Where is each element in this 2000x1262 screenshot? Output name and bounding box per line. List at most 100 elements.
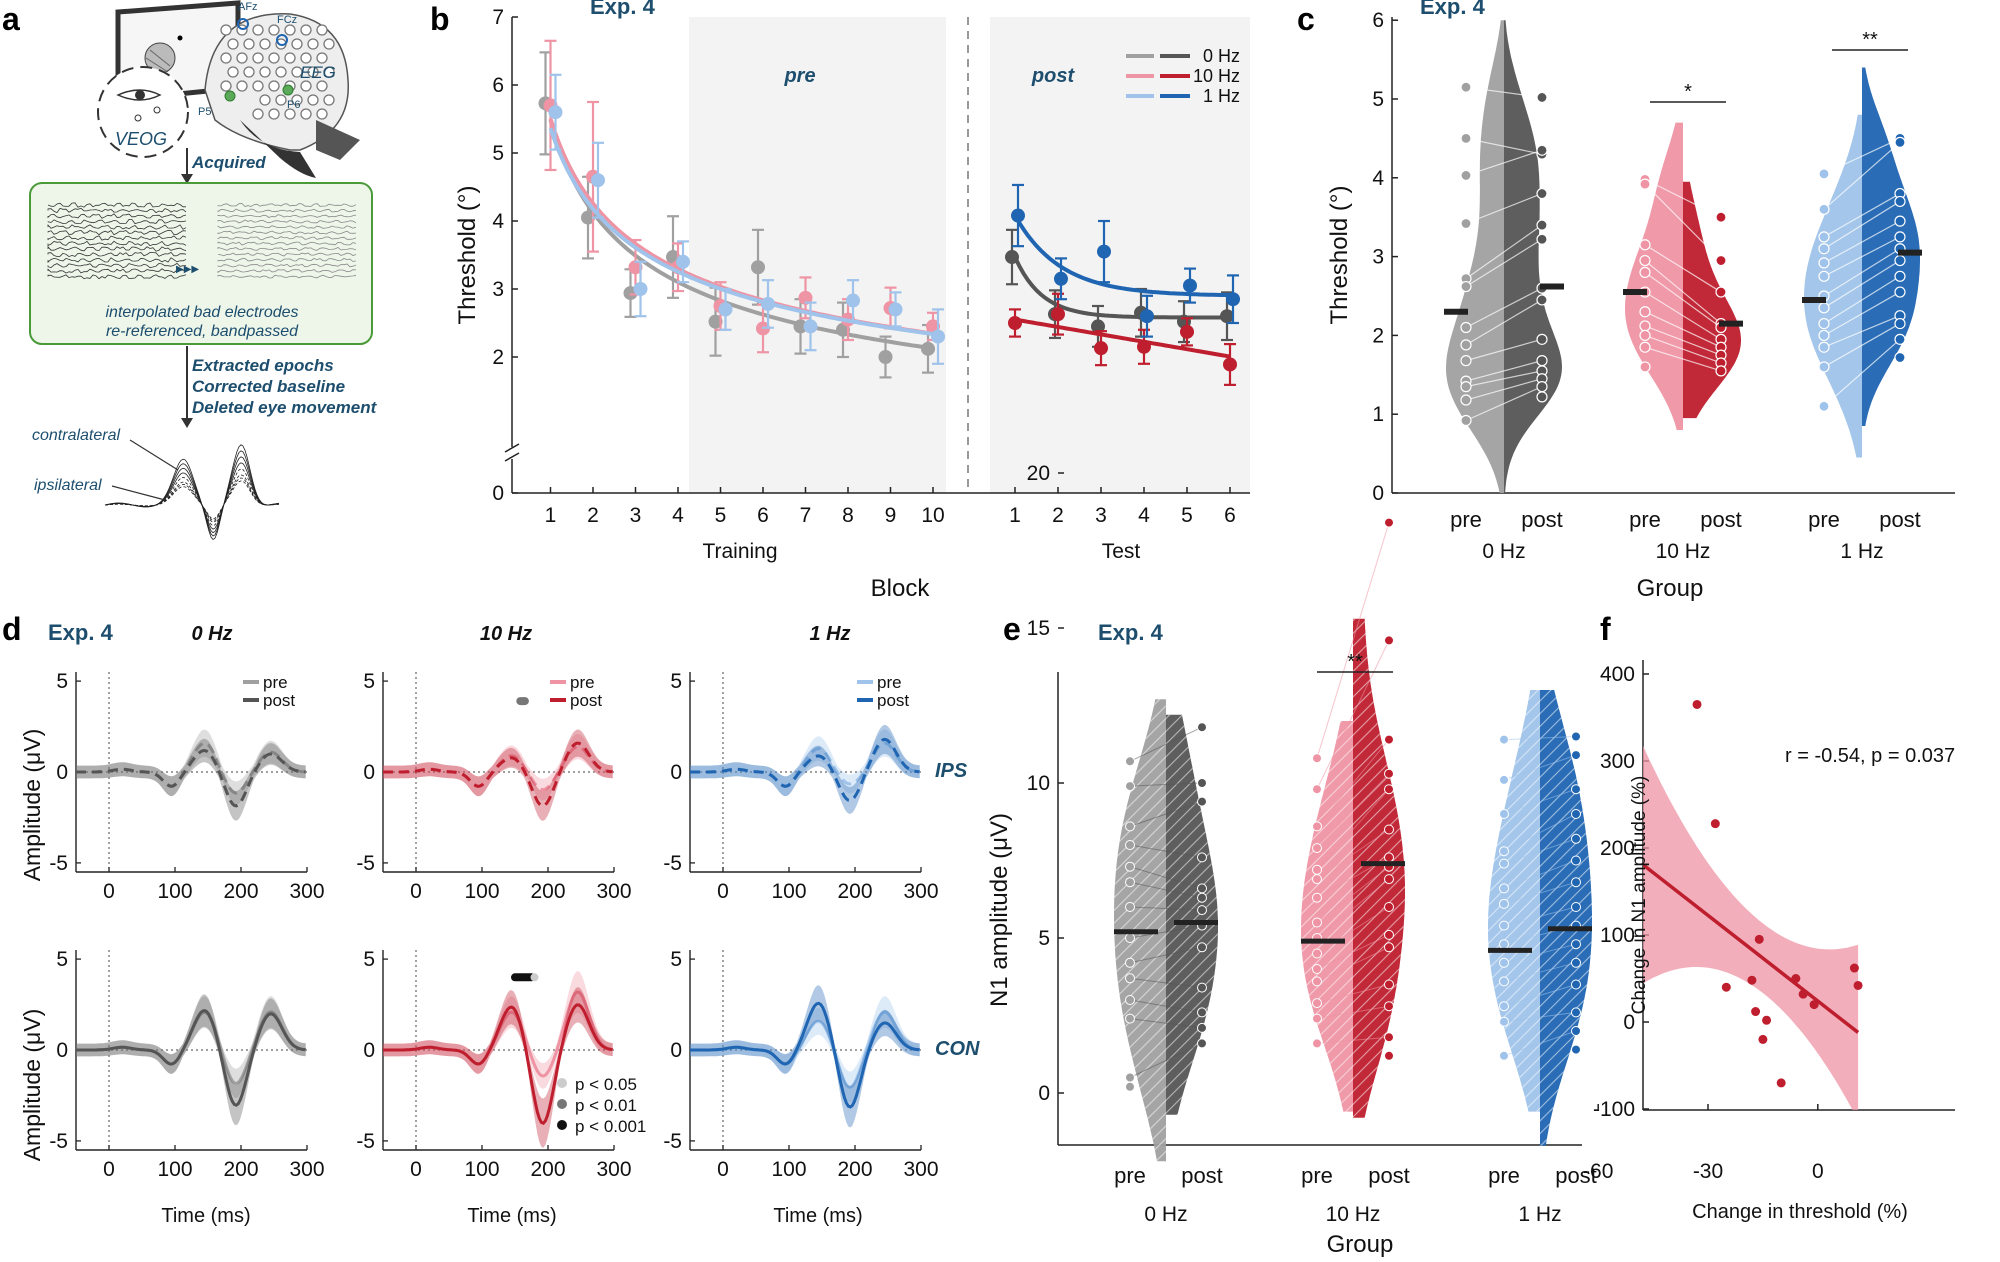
d-xtick-label: 300 — [903, 1158, 938, 1181]
electrode-label-afz: AFz — [238, 1, 258, 13]
e-pair-line — [1316, 906, 1390, 954]
electrode — [323, 66, 335, 78]
e-xlabels: pre post 0 Hz pre post 10 Hz pre post 1 Hz — [1114, 1163, 1597, 1226]
c-pair-line — [1465, 338, 1543, 362]
f-ticks: -100 0 100 200 300 400 -60 -30 0 — [1583, 663, 1824, 1183]
e-pair-line — [1503, 813, 1577, 852]
c-violin-post — [1504, 20, 1562, 493]
d-ytick-label: -5 — [356, 852, 375, 875]
e-point-pre — [1499, 846, 1509, 857]
c-point-pre — [1818, 302, 1830, 314]
electrode — [220, 24, 232, 36]
erp-wave — [104, 462, 280, 530]
c-pair-line — [1823, 220, 1901, 264]
e-point-post — [1571, 855, 1581, 866]
electrode — [268, 108, 280, 120]
e-point-pre — [1312, 821, 1322, 832]
c-pair-line — [1465, 360, 1543, 382]
d-xtick-label: 200 — [837, 880, 872, 903]
b-point-training — [878, 350, 893, 364]
e-point-pre — [1312, 843, 1322, 854]
c-point-pre — [1818, 361, 1830, 373]
d-xtick-label: 0 — [717, 880, 729, 903]
f-xlabel: Change in threshold (%) — [1692, 1201, 1908, 1223]
e-yticks: 0 5 10 15 20 — [1027, 462, 1064, 1105]
arrowheads-icon: ▶▶▶ — [176, 264, 199, 275]
b-xtick-label: 1 — [545, 504, 557, 527]
e-pair-line — [1129, 726, 1203, 762]
c-pair-line — [1644, 183, 1722, 261]
e-pair-line — [1503, 736, 1577, 741]
e-pair-line — [1503, 860, 1577, 889]
b-xlabel: Block — [871, 575, 931, 602]
e-point-post — [1384, 874, 1394, 885]
c-pair-line — [1644, 178, 1722, 218]
electrode-grid — [220, 18, 335, 120]
panel-b-letter: b — [430, 1, 450, 37]
c-pair-line — [1823, 248, 1901, 297]
d-sig-marker-end — [530, 973, 539, 982]
e-group-label: 10 Hz — [1326, 1203, 1381, 1226]
electrode — [284, 52, 296, 64]
c-point-pre — [1818, 341, 1830, 353]
e-point-pre — [1125, 995, 1135, 1005]
preprocessing-box — [29, 182, 373, 345]
e-point-pre — [1499, 898, 1509, 909]
e-pair-line — [1503, 984, 1577, 1007]
b-point-test — [1180, 324, 1194, 339]
e-pair-line — [1503, 881, 1577, 905]
f-xtick-label: -60 — [1583, 1160, 1613, 1183]
d-col-title-0hz: 0 Hz — [191, 623, 232, 645]
electrode-fcz — [276, 34, 288, 46]
c-point-post — [1536, 355, 1548, 367]
c-pair-line — [1644, 346, 1722, 372]
panel-e-letter: e — [1003, 611, 1021, 647]
electrode — [220, 52, 232, 64]
e-pair-line — [1129, 925, 1203, 939]
electrode — [275, 94, 287, 106]
c-point-pre — [1818, 203, 1830, 215]
c-pair-line — [1644, 291, 1722, 340]
c-pair-line — [1465, 370, 1543, 388]
d-ytick-label: 5 — [363, 670, 375, 693]
b-point-training — [591, 173, 605, 188]
c-point-post — [1536, 187, 1548, 200]
d-row-ips: IPS — [935, 760, 968, 782]
box-line-2: re-referenced, bandpassed — [106, 323, 299, 340]
e-point-post — [1384, 734, 1394, 745]
e-point-post — [1571, 939, 1581, 950]
eeg-trace-clean — [217, 241, 357, 246]
c-ytick-label: 3 — [1372, 246, 1384, 269]
e-cond-post: post — [1368, 1163, 1410, 1188]
f-ytick-label: 200 — [1600, 837, 1635, 860]
b-ytick-label: 6 — [492, 74, 504, 97]
electrode — [236, 80, 248, 92]
b-point-training — [761, 296, 775, 311]
c-point-pre — [1818, 329, 1830, 341]
c-point-pre — [1639, 329, 1651, 341]
c-point-pre — [1460, 414, 1472, 427]
e-ytick-label: 20 — [1027, 462, 1050, 485]
f-ytick-label: 100 — [1600, 924, 1635, 947]
c-point-pre — [1460, 280, 1472, 293]
electrode — [291, 94, 303, 106]
f-point — [1791, 974, 1801, 983]
e-pair-line — [1503, 962, 1577, 982]
e-point-pre — [1125, 877, 1135, 888]
c-violin-pre — [1804, 114, 1862, 458]
c-point-post — [1894, 195, 1906, 208]
e-point-pre — [1125, 957, 1135, 968]
e-cond-pre: pre — [1488, 1163, 1520, 1188]
electrode — [284, 108, 296, 120]
electrode — [307, 66, 319, 78]
e-point-post — [1384, 979, 1394, 990]
d-band-pre — [690, 996, 920, 1103]
electrode — [268, 80, 280, 92]
c-pair-line — [1823, 338, 1901, 407]
c-point-pre — [1818, 257, 1830, 269]
